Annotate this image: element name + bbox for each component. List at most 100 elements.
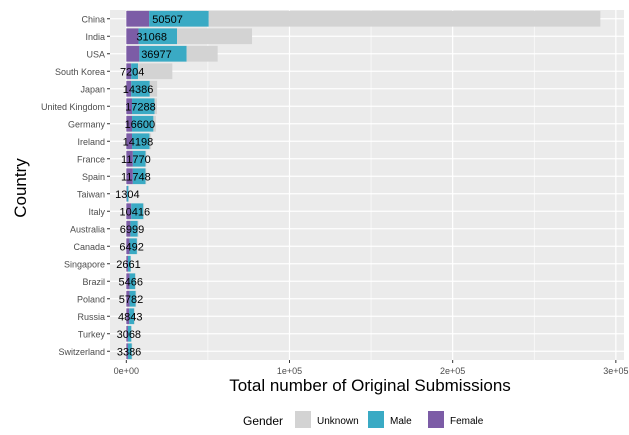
data-label: 14386 [123,84,154,96]
data-label: 5782 [119,294,143,306]
y-tick-label: Italy [88,207,105,217]
bar-male-china [149,10,209,27]
bar-unknown-usa [186,45,218,62]
legend-label-female: Female [450,416,484,427]
legend-label-unknown: Unknown [317,416,359,427]
data-label: 7204 [120,66,144,78]
y-tick-label: USA [86,49,105,59]
bar-female-usa [126,45,140,62]
y-tick-label: China [81,14,105,24]
bar-unknown-japan [149,80,158,97]
bar-unknown-spain [145,168,147,185]
bar-female-australia [126,220,131,237]
data-label: 4843 [118,311,142,323]
legend-key-unknown [295,411,311,428]
bar-male-canada [129,238,137,255]
bar-female-india [126,28,139,45]
bar-male-australia [130,220,138,237]
bar-female-spain [126,168,133,185]
bar-female-switzerland [126,343,128,360]
y-tick-label: Russia [77,312,105,322]
data-label: 2661 [116,259,140,271]
panel-background [110,10,624,360]
bar-unknown-united-kingdom [154,98,157,115]
y-tick-label: Ireland [77,137,105,147]
y-axis: China India USA South Korea Japan United King… [41,14,110,357]
bar-male-singapore [127,255,131,272]
bar-unknown-ireland [149,133,152,150]
bar-male-france [132,150,146,167]
bar-unknown-poland [135,290,137,307]
data-label: 11770 [121,154,151,166]
data-label: 10416 [120,206,151,218]
x-tick-label: 1e+05 [277,366,302,376]
bar-female-turkey [126,325,128,342]
data-label: 6492 [119,241,143,253]
bar-female-italy [126,203,132,220]
legend-key-male [368,411,384,428]
data-label: 16600 [125,119,156,131]
legend-title: Gender [243,414,283,428]
bar-female-japan [126,80,132,97]
y-tick-label: South Korea [55,67,105,77]
x-axis: 0e+00 1e+05 2e+05 3e+05 [114,360,628,376]
x-tick-label: 3e+05 [603,366,628,376]
x-axis-title: Total number of Original Submissions [229,376,511,395]
y-tick-label: Spain [82,172,105,182]
bar-unknown-germany [153,115,156,132]
y-tick-label: Singapore [64,259,105,269]
y-tick-label: Poland [77,294,105,304]
bar-male-usa [139,45,187,62]
bar-female-singapore [126,255,128,272]
bar-female-brazil [126,273,130,290]
y-tick-label: Australia [70,224,105,234]
bar-unknown-russia [134,308,135,325]
bar-male-italy [131,203,144,220]
y-tick-label: India [85,32,105,42]
legend: Gender Unknown Male Female [243,411,484,428]
bar-unknown-china [208,10,601,27]
bar-female-ireland [126,133,133,150]
bar-male-india [138,28,178,45]
data-label: 17288 [125,101,156,113]
bar-unknown-australia [137,220,139,237]
y-tick-label: Taiwan [77,189,105,199]
bar-male-taiwan [126,185,129,202]
bar-male-russia [129,308,135,325]
y-tick-label: Switzerland [58,347,105,357]
bar-female-poland [126,290,130,307]
data-label: 3068 [117,329,141,341]
data-label: 36977 [141,49,172,61]
bar-male-turkey [127,325,132,342]
data-label: 5466 [119,276,143,288]
bars [126,10,601,360]
bar-male-poland [129,290,136,307]
y-tick-label: Brazil [82,277,105,287]
bar-unknown-india [177,28,253,45]
data-label: 50507 [152,14,183,26]
bar-male-south-korea [131,63,139,80]
plot-panel [110,10,624,360]
x-tick-label: 2e+05 [440,366,465,376]
bar-unknown-switzerland [131,343,133,360]
grid [110,10,624,360]
bar-female-france [126,150,133,167]
bar-female-united-kingdom [126,98,133,115]
bar-female-russia [126,308,130,325]
bar-female-taiwan [126,185,127,202]
legend-label-male: Male [390,416,412,427]
bar-male-japan [131,80,150,97]
bar-unknown-canada [136,238,138,255]
data-label: 3386 [117,346,141,358]
y-tick-label: Turkey [78,329,106,339]
y-axis-title: Country [11,158,30,218]
y-tick-label: United Kingdom [41,102,105,112]
bar-male-spain [132,168,146,185]
y-tick-label: France [77,154,105,164]
data-label: 1304 [115,189,139,201]
legend-key-female [428,411,444,428]
bar-unknown-italy [143,203,145,220]
bar-male-brazil [129,273,136,290]
bar-male-united-kingdom [132,98,155,115]
